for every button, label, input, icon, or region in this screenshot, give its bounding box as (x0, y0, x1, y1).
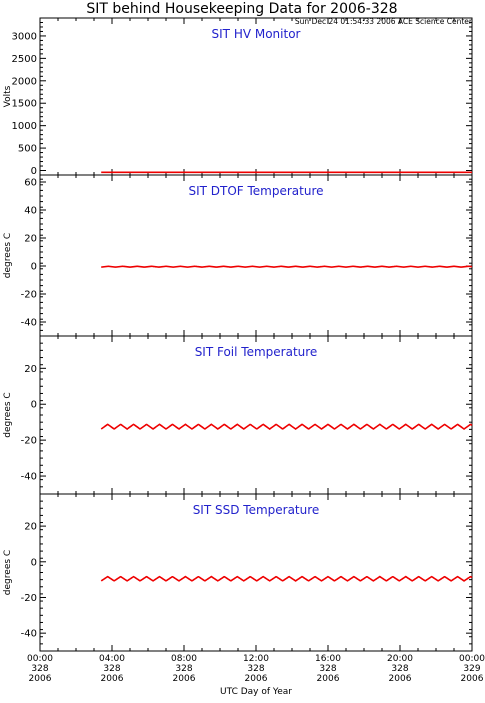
y-tick-label: 1500 (12, 99, 37, 110)
panel-frame (39, 493, 473, 652)
x-tick-doy-label: 328 (247, 664, 264, 674)
y-tick-label: -20 (21, 593, 37, 604)
y-tick-label: 2500 (12, 54, 37, 65)
y-tick-label: -40 (21, 472, 37, 483)
x-tick-year-label: 2006 (101, 674, 124, 684)
y-tick-label: -40 (21, 629, 37, 640)
y-tick-label: 20 (24, 522, 37, 533)
data-series-1 (100, 423, 473, 430)
x-tick-year-label: 2006 (29, 674, 52, 684)
y-tick-label: 60 (24, 178, 37, 189)
y-axis-label: Volts (3, 85, 13, 107)
y-tick-label: -20 (21, 436, 37, 447)
panel-frame (39, 17, 473, 176)
x-tick-time-label: 00:00 (459, 654, 485, 664)
x-tick-time-label: 12:00 (243, 654, 269, 664)
x-tick-year-label: 2006 (389, 674, 412, 684)
panels-group: SIT HV MonitorVolts050010001500200025003… (3, 17, 473, 652)
x-tick-doy-label: 328 (175, 664, 192, 674)
y-tick-label: 0 (31, 166, 37, 177)
x-tick-year-label: 2006 (173, 674, 196, 684)
panel-4: SIT SSD Temperature degrees C -40 -20 0 20 (3, 493, 473, 652)
y-tick-label: 20 (24, 364, 37, 375)
y-tick-label: 0 (31, 262, 37, 273)
x-tick-doy-label: 329 (463, 664, 480, 674)
y-axis-label: degrees C (3, 233, 13, 278)
y-tick-label: 20 (24, 234, 37, 245)
y-tick-label: -20 (21, 290, 37, 301)
y-tick-label: 0 (31, 400, 37, 411)
x-tick-time-label: 08:00 (171, 654, 197, 664)
y-tick-label: 2000 (12, 76, 37, 87)
panel-1: SIT HV Monitor Volts 0 500 1000 1500 2000 2500 3… (3, 17, 473, 177)
y-tick-label: 1000 (12, 121, 37, 132)
panel-2: SIT DTOF Temperature degrees C -40 -20 0 20 40… (3, 174, 473, 337)
x-tick-doy-label: 328 (391, 664, 408, 674)
y-tick-label: 0 (31, 557, 37, 568)
x-tick-year-label: 2006 (317, 674, 340, 684)
panel-3: SIT Foil Temperature degrees C -40 -20 0 20 (3, 335, 473, 495)
x-tick-doy-label: 328 (103, 664, 120, 674)
x-tick-time-label: 00:00 (27, 654, 53, 664)
x-tick-time-label: 04:00 (99, 654, 125, 664)
x-tick-doy-label: 328 (31, 664, 48, 674)
x-tick-doy-label: 328 (319, 664, 336, 674)
chart-title: SIT behind Housekeeping Data for 2006-32… (86, 1, 397, 17)
x-tick-year-label: 2006 (461, 674, 484, 684)
y-tick-label: 500 (18, 144, 37, 155)
generation-timestamp: Sun Dec 24 01:54:33 2006 ACE Science Cen… (295, 17, 473, 26)
data-series-1 (101, 265, 473, 268)
x-axis: 00:00328200604:00328200608:00328200612:0… (27, 654, 485, 684)
x-axis-label: UTC Day of Year (220, 687, 292, 697)
y-axis-label: degrees C (3, 392, 13, 437)
y-tick-label: 3000 (12, 31, 37, 42)
panel-frame (39, 335, 473, 495)
y-tick-label: -40 (21, 318, 37, 329)
panel-title: SIT HV Monitor (212, 27, 301, 41)
panel-frame (39, 174, 473, 337)
x-tick-year-label: 2006 (245, 674, 268, 684)
x-tick-time-label: 20:00 (387, 654, 413, 664)
panel-title: SIT SSD Temperature (193, 503, 320, 517)
data-series-1 (100, 575, 473, 582)
panel-title: SIT Foil Temperature (195, 345, 318, 359)
y-tick-label: 40 (24, 206, 37, 217)
panel-title: SIT DTOF Temperature (188, 184, 323, 198)
y-axis-label: degrees C (3, 550, 13, 595)
x-tick-time-label: 16:00 (315, 654, 341, 664)
